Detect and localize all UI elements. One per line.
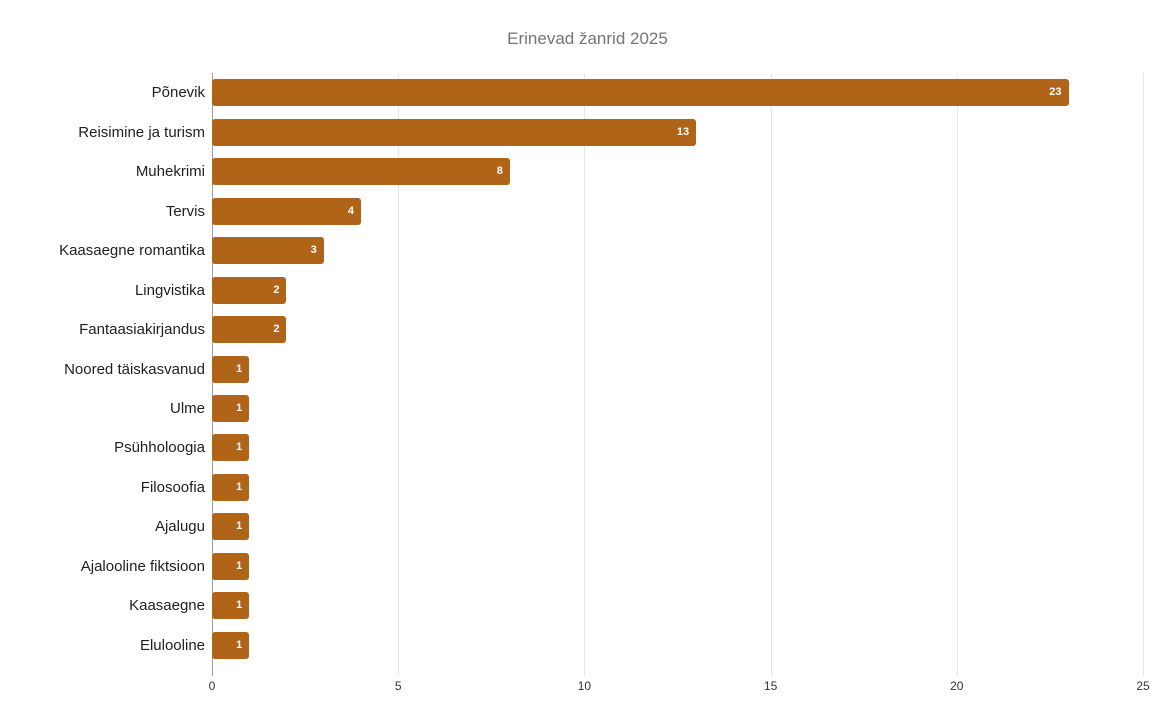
category-axis: Põnevik Reisimine ja turism Muhekrimi Tervi… xyxy=(0,73,205,665)
category-label: Reisimine ja turism xyxy=(78,123,205,141)
x-tick-label: 10 xyxy=(577,679,592,693)
bar-row: 1 xyxy=(212,507,1143,546)
gridline xyxy=(956,73,958,676)
x-tick-label: 20 xyxy=(950,679,964,693)
category-label: Noored täiskasvanud xyxy=(64,360,205,378)
category-label: Ulme xyxy=(169,399,205,417)
bar-value-label: 4 xyxy=(347,204,354,217)
category-label: Filosoofia xyxy=(140,478,205,496)
category-label: Elulooline xyxy=(139,636,205,654)
value-axis: 0 5 10 15 20 25 xyxy=(208,679,1150,699)
bar-row: 8 xyxy=(212,152,1143,191)
bar-value-label: 1 xyxy=(236,638,243,651)
bar-row: 13 xyxy=(212,112,1143,151)
bar-row: 2 xyxy=(212,310,1143,349)
bar[interactable]: 23 xyxy=(212,79,1069,107)
category-label: Fantaasiakirjandus xyxy=(79,321,205,339)
bar-row: 1 xyxy=(212,547,1143,586)
gridline xyxy=(1143,73,1144,676)
bar[interactable]: 2 xyxy=(212,276,287,304)
bar[interactable]: 1 xyxy=(212,513,250,541)
bar-value-label: 8 xyxy=(496,165,503,178)
bar[interactable]: 1 xyxy=(212,552,250,580)
category-label: Kaasaegne xyxy=(129,597,205,615)
bar[interactable]: 1 xyxy=(212,434,250,462)
x-tick-label: 25 xyxy=(1136,679,1150,693)
bar-value-label: 1 xyxy=(236,362,243,375)
gridline xyxy=(770,73,772,676)
bar[interactable]: 1 xyxy=(212,473,250,501)
bar-row: 1 xyxy=(212,428,1143,467)
gridline xyxy=(584,73,586,676)
bar-row: 3 xyxy=(212,231,1143,270)
category-label: Psühholoogia xyxy=(114,439,205,457)
gridline xyxy=(398,73,400,676)
bar-value-label: 2 xyxy=(273,283,280,296)
bar-value-label: 23 xyxy=(1049,86,1062,99)
bar-row: 2 xyxy=(212,270,1143,309)
bars-layer: 23 13 8 4 3 2 2 1 1 1 1 1 1 1 1 xyxy=(212,73,1143,665)
bar[interactable]: 1 xyxy=(212,631,250,659)
bar[interactable]: 4 xyxy=(212,197,361,225)
bar-row: 1 xyxy=(212,468,1143,507)
category-label: Ajalooline fiktsioon xyxy=(80,557,205,575)
x-tick-label: 0 xyxy=(208,679,216,693)
bar-value-label: 13 xyxy=(676,125,690,138)
bar[interactable]: 8 xyxy=(212,158,510,186)
bar[interactable]: 13 xyxy=(212,118,697,146)
bar-value-label: 1 xyxy=(236,480,243,493)
bar-row: 23 xyxy=(212,73,1143,112)
bar-value-label: 3 xyxy=(310,244,317,257)
chart-title: Erinevad žanrid 2025 xyxy=(507,29,668,48)
bar-row: 1 xyxy=(212,586,1143,625)
bar-row: 4 xyxy=(212,191,1143,230)
x-tick-label: 15 xyxy=(763,679,778,693)
bar[interactable]: 2 xyxy=(212,316,287,344)
bar-row: 1 xyxy=(212,389,1143,428)
bar-value-label: 1 xyxy=(236,599,243,612)
category-label: Kaasaegne romantika xyxy=(59,242,205,260)
category-label: Ajalugu xyxy=(154,518,205,536)
bar-row: 1 xyxy=(212,349,1143,388)
bar[interactable]: 3 xyxy=(212,237,324,265)
bar-value-label: 2 xyxy=(273,323,280,336)
category-label: Muhekrimi xyxy=(135,163,205,181)
bar-row: 1 xyxy=(212,626,1143,665)
bar[interactable]: 1 xyxy=(212,394,250,422)
bar-value-label: 1 xyxy=(236,520,243,533)
bar[interactable]: 1 xyxy=(212,592,250,620)
x-tick-label: 5 xyxy=(394,679,402,693)
category-label: Põnevik xyxy=(151,84,205,102)
bar-value-label: 1 xyxy=(236,559,243,572)
category-label: Lingvistika xyxy=(134,281,205,299)
category-label: Tervis xyxy=(165,202,205,220)
bar[interactable]: 1 xyxy=(212,355,250,383)
bar-value-label: 1 xyxy=(236,441,243,454)
bar-value-label: 1 xyxy=(236,401,243,414)
